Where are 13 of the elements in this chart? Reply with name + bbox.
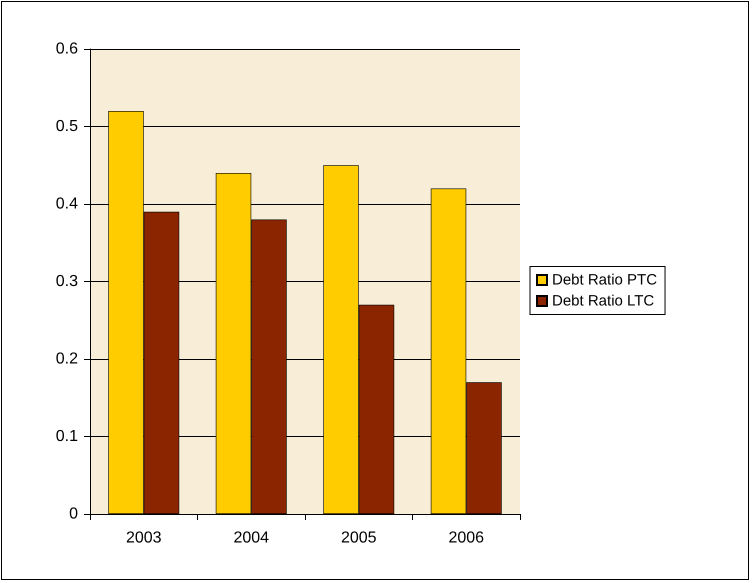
y-tick-label: 0.5: [56, 118, 78, 135]
x-tick-label: 2003: [126, 530, 162, 546]
legend-label: Debt Ratio PTC: [552, 272, 658, 288]
x-tick-label: 2006: [448, 530, 484, 546]
x-tick-label: 2005: [340, 530, 377, 546]
y-tick-label: 0.3: [56, 273, 78, 290]
y-tick-label: 0.2: [56, 350, 78, 368]
y-tick-label: 0.4: [56, 196, 78, 212]
y-tick-label: 0: [69, 506, 78, 522]
legend-label: Debt Ratio LTC: [552, 292, 654, 310]
x-tick-label: 2004: [233, 530, 270, 546]
y-tick-label: 0.6: [56, 40, 78, 58]
y-tick-label: 0.1: [56, 428, 78, 445]
